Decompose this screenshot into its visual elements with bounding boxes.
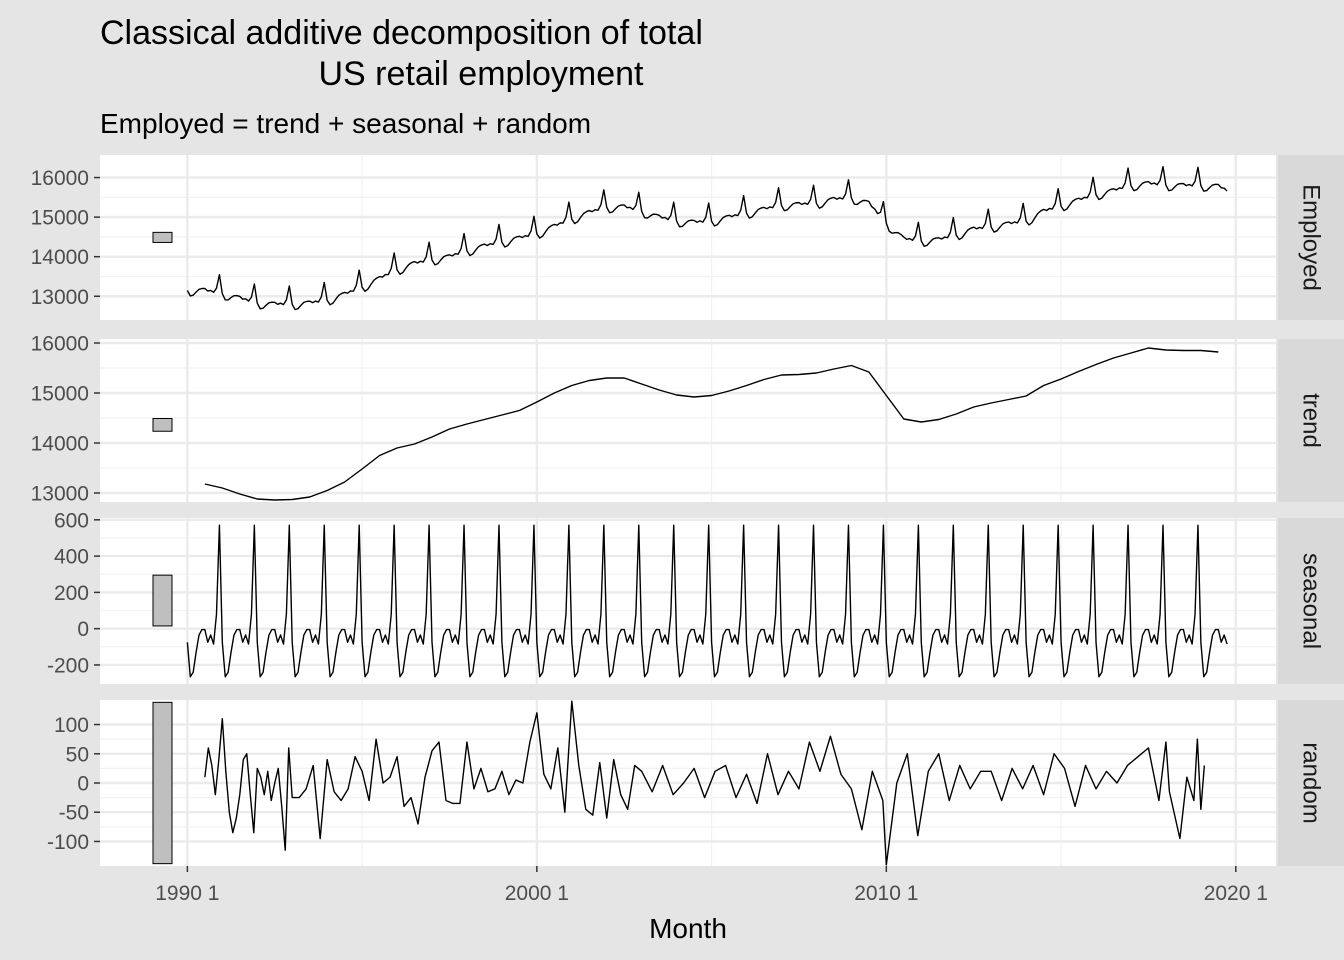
x-tick-label: 2010 1	[854, 882, 918, 905]
y-tick-label: 0	[77, 618, 89, 641]
x-axis: 1990 1 2000 1 2010 1 2020 1	[155, 866, 1268, 905]
range-bar	[152, 701, 173, 865]
panel-seasonal: -200 0 200 400 600 seasonal	[47, 509, 1344, 684]
y-tick-label: 50	[66, 743, 89, 766]
y-tick-label: 16000	[31, 167, 89, 190]
series-line-seasonal	[186, 524, 1228, 678]
facet-label-seasonal: seasonal	[1298, 553, 1325, 649]
x-axis-title: Month	[649, 913, 727, 944]
x-tick-label: 2020 1	[1204, 882, 1268, 905]
chart-title-line-2: US retail employment	[318, 55, 644, 93]
panel-background	[100, 339, 1276, 502]
y-tick-label: 200	[54, 582, 89, 605]
y-tick-label: 13000	[31, 483, 89, 506]
facet-strip	[1278, 700, 1344, 866]
facet-label-trend: trend	[1298, 393, 1325, 448]
y-tick-label: 14000	[31, 433, 89, 456]
y-tick-label: 15000	[31, 207, 89, 230]
chart-subtitle: Employed = trend + seasonal + random	[100, 108, 591, 139]
chart-title-line-1: Classical additive decomposition of tota…	[100, 14, 703, 52]
series-line-trend	[204, 347, 1219, 501]
range-bar	[152, 418, 173, 432]
y-tick-label: 16000	[31, 333, 89, 356]
range-bar	[152, 574, 173, 627]
y-tick-label: 0	[77, 773, 89, 796]
facet-strip	[1278, 518, 1344, 684]
range-bar	[152, 231, 173, 243]
panel-employed: 13000 14000 15000 16000 Employed	[31, 155, 1344, 320]
y-tick-label: 15000	[31, 383, 89, 406]
y-tick-label: -200	[47, 654, 89, 677]
panel-trend: 13000 14000 15000 16000 trend	[31, 333, 1344, 506]
y-tick-label: 100	[54, 714, 89, 737]
y-tick-label: 13000	[31, 286, 89, 309]
y-tick-label: 14000	[31, 246, 89, 269]
facet-label-random: random	[1298, 742, 1325, 823]
facet-strip	[1278, 339, 1344, 502]
y-tick-label: -50	[59, 802, 89, 825]
x-tick-label: 1990 1	[155, 882, 219, 905]
series-line-random	[204, 700, 1206, 866]
facet-strip	[1278, 155, 1344, 320]
facet-panels: 13000 14000 15000 16000 Employed 13000 14000 15…	[31, 155, 1344, 866]
y-tick-label: 600	[54, 509, 89, 532]
panel-background	[100, 518, 1276, 684]
y-tick-label: 400	[54, 546, 89, 569]
panel-random: -100 -50 0 50 100 random	[47, 700, 1344, 866]
series-line-employed	[186, 165, 1228, 311]
y-tick-label: -100	[47, 831, 89, 854]
x-tick-label: 2000 1	[505, 882, 569, 905]
facet-label-employed: Employed	[1298, 184, 1325, 291]
